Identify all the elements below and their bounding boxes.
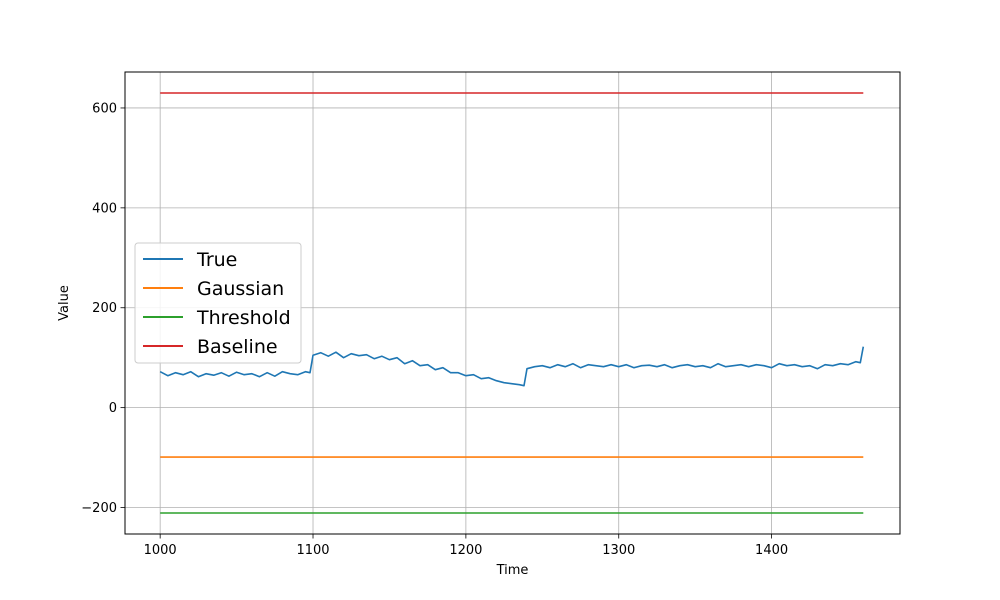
y-tick-label: −200 [81, 501, 117, 516]
y-tick-label: 600 [92, 101, 117, 116]
y-tick-label: 400 [92, 201, 117, 216]
x-tick-label: 1100 [296, 543, 329, 558]
y-tick-label: 0 [109, 401, 117, 416]
plot-frame [124, 71, 901, 535]
series-line-true [159, 346, 865, 387]
legend-label-gaussian: Gaussian [197, 278, 284, 300]
legend-box [134, 242, 302, 364]
x-tick-label: 1000 [144, 543, 177, 558]
legend-label-threshold: Threshold [196, 307, 291, 329]
legend-label-true: True [196, 249, 237, 271]
y-tick-label: 200 [92, 301, 117, 316]
axis-ticks: 1000 1100 1200 1300 1400 −200 0 200 400 600 [81, 101, 788, 558]
series-lines [159, 92, 865, 514]
legend: True Gaussian Threshold Baseline [134, 242, 302, 364]
x-tick-label: 1300 [602, 543, 635, 558]
x-tick-label: 1200 [449, 543, 482, 558]
x-tick-label: 1400 [755, 543, 788, 558]
y-axis-label: Value [57, 285, 72, 321]
legend-label-baseline: Baseline [197, 336, 278, 358]
x-axis-label: Time [496, 563, 529, 578]
